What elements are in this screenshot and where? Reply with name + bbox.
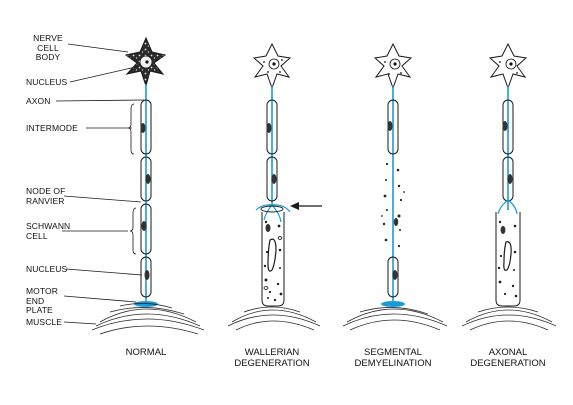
label-node-of-ranvier: NODE OF RANVIER: [26, 186, 66, 206]
leader-lines: [55, 43, 145, 325]
label-muscle: MUSCLE: [26, 317, 63, 327]
muscle: [342, 307, 448, 331]
myelin-segment: [140, 203, 152, 255]
label-axon: AXON: [26, 96, 51, 106]
panel-axonal: [461, 42, 557, 331]
label-intermode: INTERMODE: [26, 123, 78, 133]
motor-end-plate: [134, 301, 158, 307]
caption-wallerian: WALLERIAN DEGENERATION: [234, 347, 310, 369]
label-nucleus-bottom: NUCLEUS: [26, 264, 68, 274]
muscle: [227, 306, 321, 331]
caption-segmental: SEGMENTAL DEMYELINATION: [354, 347, 432, 369]
muscle: [461, 306, 557, 331]
schwann-nucleus: [140, 123, 146, 133]
myelin-debris: [381, 162, 405, 248]
schwann-nucleus: [141, 221, 147, 231]
label-nerve-cell-body: NERVE CELL BODY: [33, 33, 63, 62]
label-nucleus-top: NUCLEUS: [26, 77, 68, 87]
degenerated-segment: [261, 212, 285, 307]
myelin-segment: [266, 156, 278, 202]
panel-normal: [91, 36, 205, 335]
muscle: [91, 303, 205, 335]
panel-wallerian: [227, 42, 322, 331]
label-schwann-cell: SCHWANN CELL: [26, 221, 71, 241]
arrow-indicator: [290, 202, 322, 210]
label-motor-end-plate: MOTOR END PLATE: [26, 286, 58, 315]
caption-normal: NORMAL: [125, 347, 167, 358]
myelin-segment: [140, 156, 152, 202]
schwann-nucleus: [145, 174, 151, 184]
caption-axonal: AXONAL DEGENERATION: [470, 347, 546, 369]
schwann-nucleus: [144, 270, 150, 280]
myelin-segment: [140, 256, 152, 298]
panel-segmental: [342, 42, 448, 331]
